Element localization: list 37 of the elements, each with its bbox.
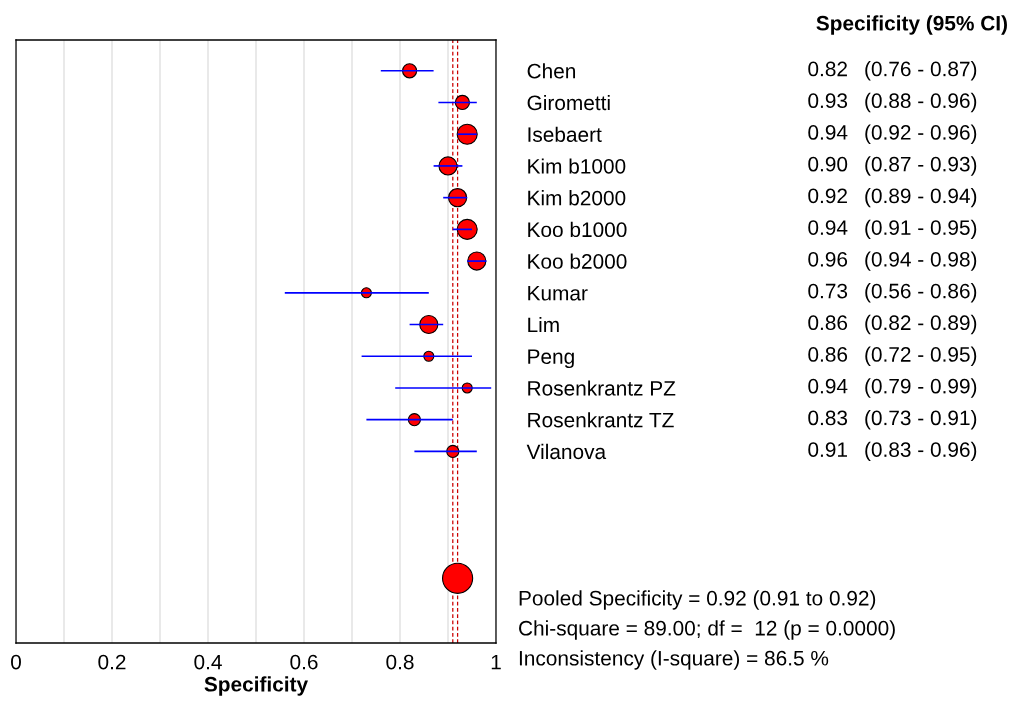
data-label: 0.94 (0.92 - 0.96) [808, 124, 977, 144]
y-tick-label: Girometti [527, 94, 610, 111]
data-label: 0.73 (0.56 - 0.86) [808, 283, 977, 303]
text: Pooled Specificity = 0.92 (0.91 to 0.92) [519, 590, 876, 610]
data-label: 0.91 (0.83 - 0.96) [808, 441, 977, 462]
data-label: 0.96 (0.94 - 0.98) [808, 251, 977, 271]
x-tick-label: 0.6 [290, 654, 318, 670]
y-tick-label: Kim b2000 [528, 190, 626, 206]
data-label: 0.82 (0.76 - 0.87) [808, 61, 977, 81]
data-label: 0.83 (0.73 - 0.91) [808, 409, 977, 430]
y-tick-label: Peng [528, 349, 574, 369]
x-tick-label: 0.8 [386, 654, 414, 670]
data-label: 0.90 (0.87 - 0.93) [808, 156, 977, 176]
y-tick-label: Kumar [528, 286, 588, 301]
y-tick-label: Koo b1000 [528, 221, 627, 238]
data-label: 0.86 (0.82 - 0.89) [808, 314, 977, 335]
y-tick-label: Lim [528, 316, 559, 333]
data-label: 0.94 (0.91 - 0.95) [808, 219, 977, 240]
data-label: 0.92 (0.89 - 0.94) [808, 187, 977, 208]
y-tick-label: Rosenkrantz TZ [528, 412, 674, 428]
x-tick-label: 0 [11, 654, 21, 670]
y-tick-label: Chen [527, 63, 576, 79]
y-tick-label: Isebaert [528, 126, 602, 142]
y-tick-label: Rosenkrantz PZ [528, 380, 676, 396]
data-label: 0.94 (0.79 - 0.99) [808, 378, 977, 398]
data-label: 0.93 (0.88 - 0.96) [808, 92, 977, 113]
data-label: 0.86 (0.72 - 0.95) [808, 346, 977, 366]
x-tick-label: 1 [491, 654, 501, 670]
text: Inconsistency (I-square) = 86.5 % [519, 650, 829, 670]
text: Specificity (95% CI) [816, 15, 1007, 35]
x-tick-label: 0.4 [194, 654, 222, 670]
x-axis-title: Specificity [204, 676, 308, 696]
text: Chi-square = 89.00; df = 12 (p = 0.0000) [519, 620, 895, 640]
y-tick-label: Vilanova [526, 443, 607, 460]
x-tick-label: 0.2 [98, 654, 126, 670]
y-tick-label: Kim b1000 [528, 158, 626, 174]
y-tick-label: Koo b2000 [528, 253, 627, 269]
